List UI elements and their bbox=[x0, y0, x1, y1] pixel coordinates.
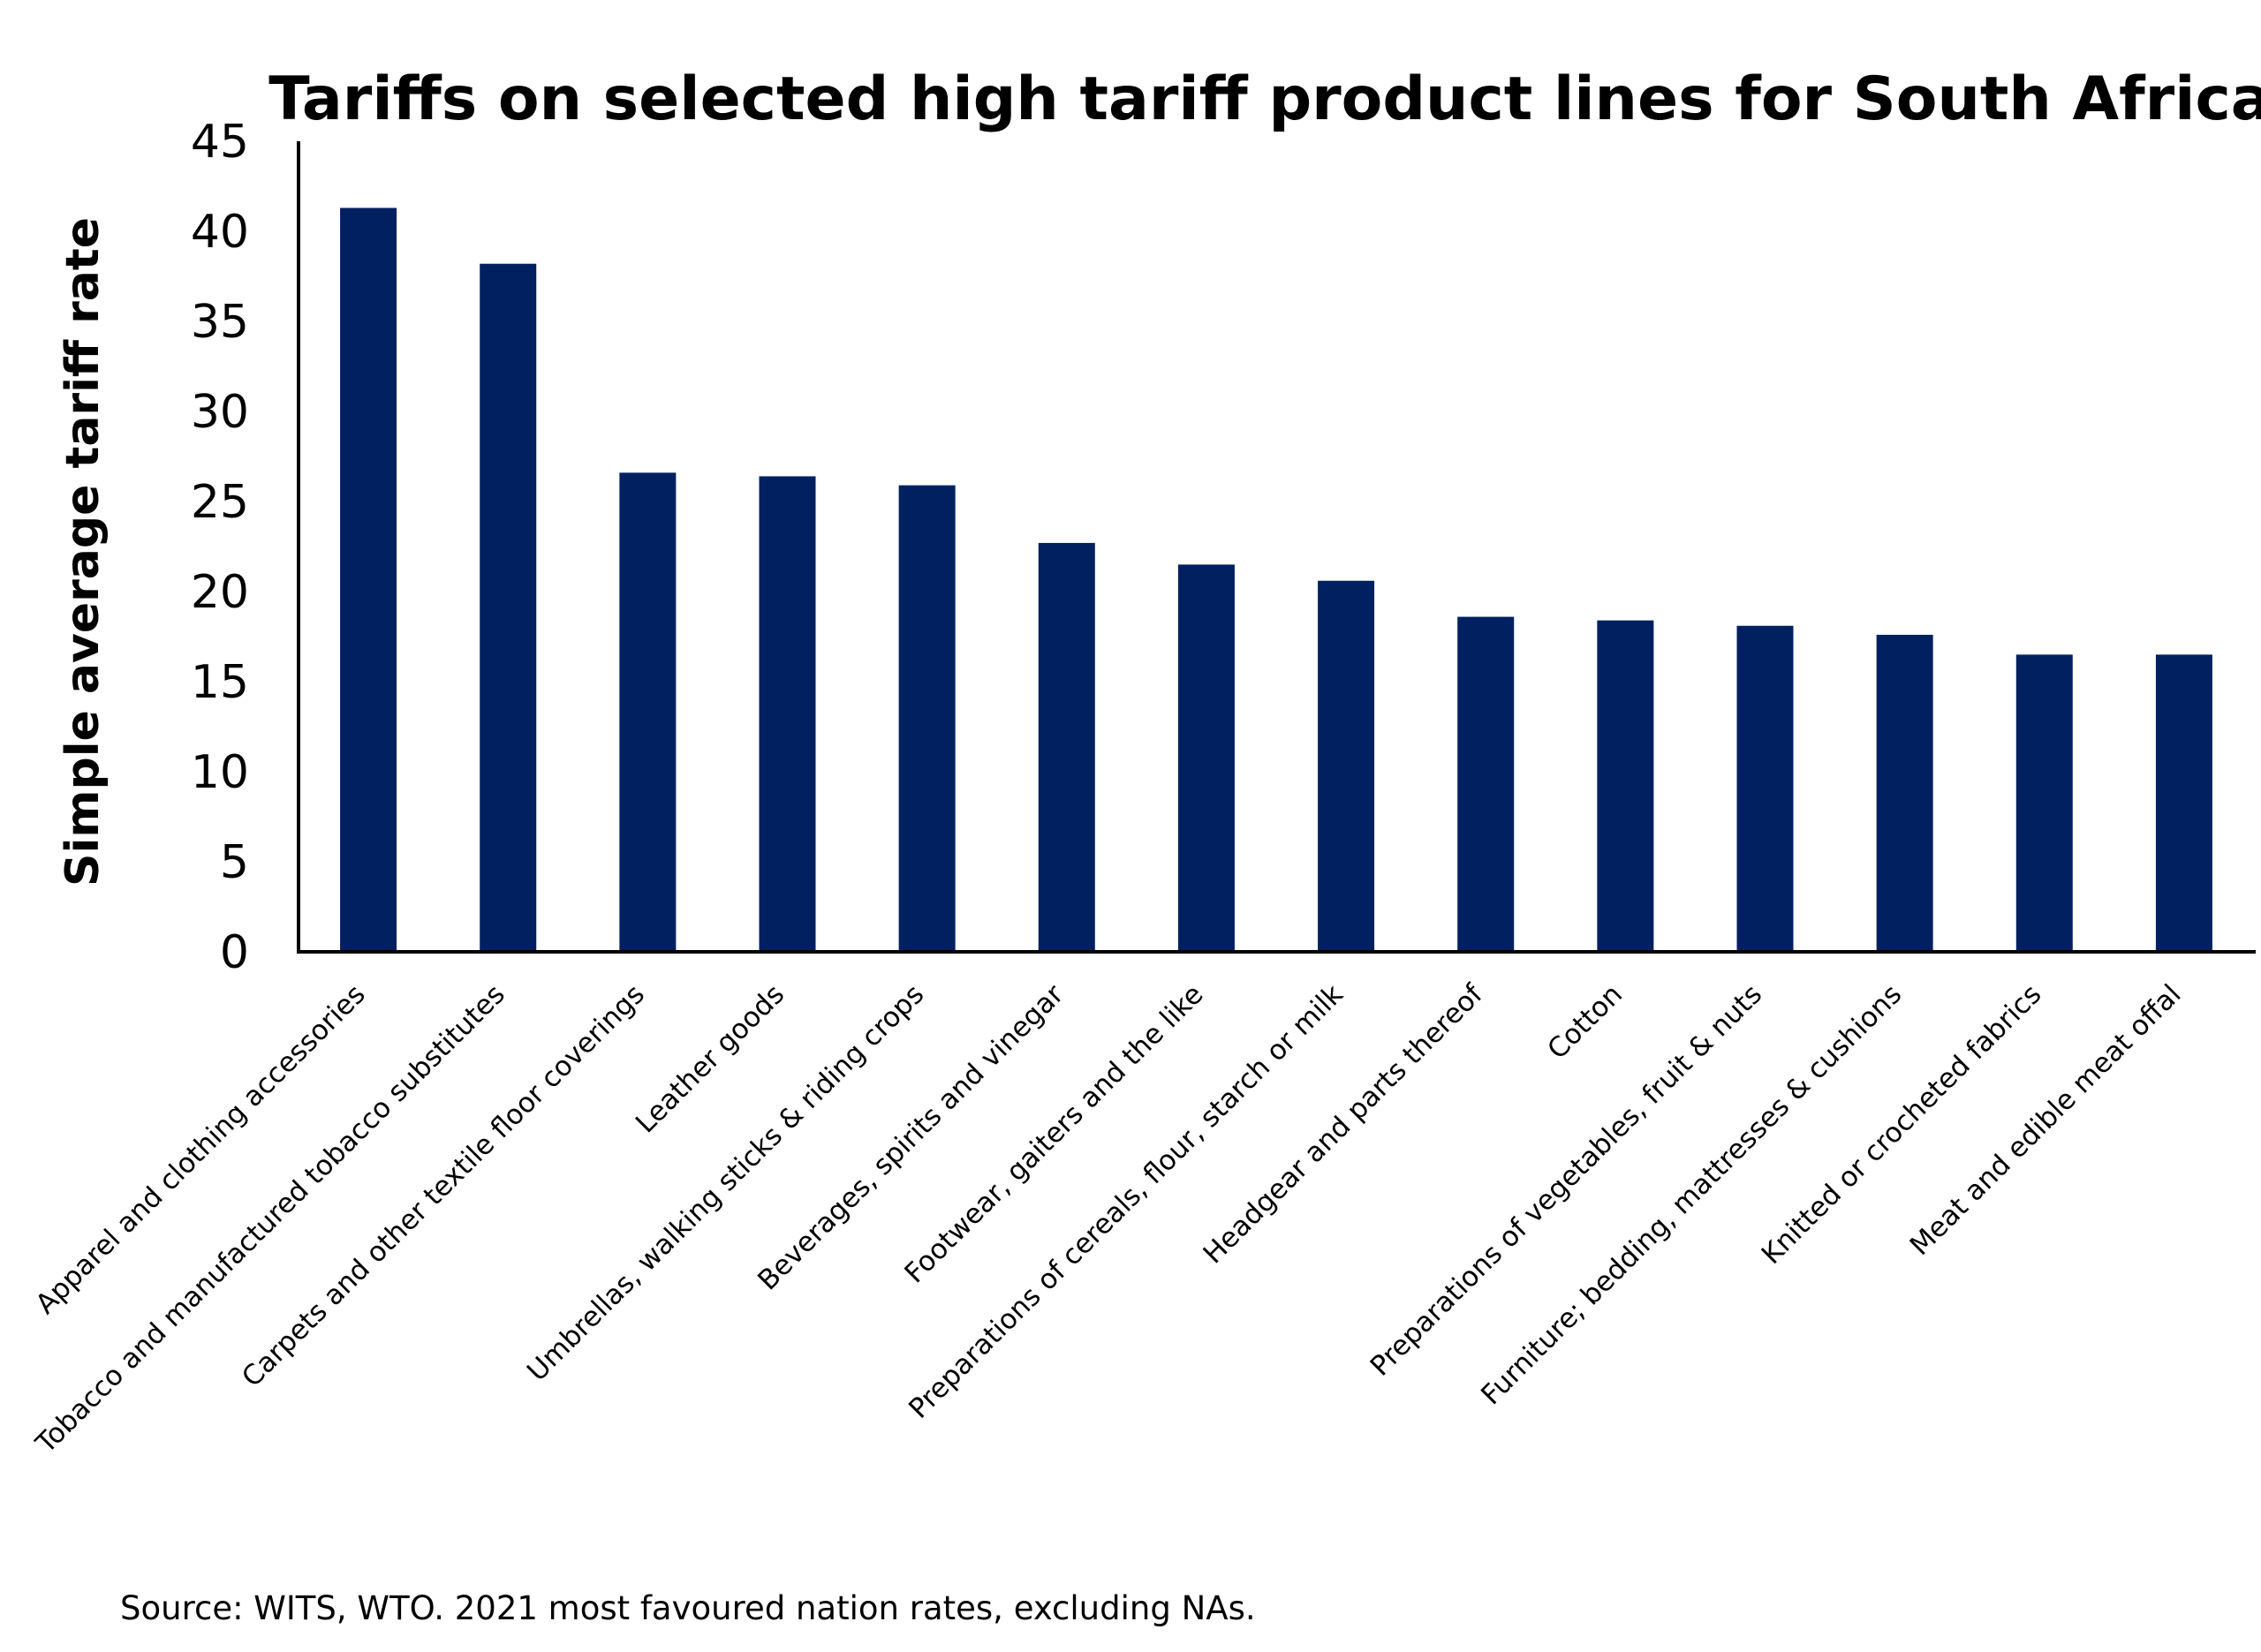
bar bbox=[480, 263, 537, 953]
x-tick-label: Headgear and parts thereof bbox=[1198, 977, 1490, 1270]
bar bbox=[619, 472, 677, 952]
bar bbox=[2155, 654, 2212, 952]
x-tick-label: Knitted or crocheted fabrics bbox=[1756, 978, 2048, 1271]
y-tick-label: 45 bbox=[191, 116, 249, 169]
bar bbox=[1457, 616, 1515, 952]
y-tick-label: 40 bbox=[191, 206, 249, 259]
bar bbox=[898, 485, 956, 952]
y-tick-label: 20 bbox=[191, 566, 249, 619]
bars-group bbox=[340, 207, 2212, 953]
y-tick-label: 25 bbox=[191, 476, 249, 529]
bar bbox=[1177, 564, 1235, 952]
x-tick-label: Beverages, spirits and vinegar bbox=[752, 978, 1070, 1296]
x-tick-label: Meat and edible meat offal bbox=[1904, 978, 2188, 1262]
bar bbox=[1038, 542, 1095, 952]
bar bbox=[2015, 654, 2073, 952]
x-tick-label: Leather goods bbox=[630, 978, 790, 1139]
y-axis-ticks: 0 5 10 15 20 25 30 35 40 45 bbox=[191, 116, 249, 979]
x-tick-label: Footwear, gaiters and the like bbox=[898, 978, 1209, 1289]
y-tick-label: 15 bbox=[191, 656, 249, 709]
y-tick-label: 35 bbox=[191, 296, 249, 349]
y-tick-label: 5 bbox=[220, 836, 249, 889]
bar bbox=[1597, 620, 1654, 952]
y-tick-label: 10 bbox=[191, 746, 249, 799]
source-note: Source: WITS, WTO. 2021 most favoured na… bbox=[120, 1589, 1256, 1627]
bar bbox=[1318, 580, 1375, 952]
x-tick-label: Tobacco and manufactured tobacco substit… bbox=[29, 978, 511, 1460]
bar bbox=[1876, 634, 1933, 952]
bar bbox=[340, 207, 397, 953]
bar bbox=[1736, 625, 1794, 952]
x-tick-label: Cotton bbox=[1541, 978, 1629, 1066]
y-axis-title: Simple average tariff rate bbox=[57, 217, 110, 886]
chart-title: Tariffs on selected high tariff product … bbox=[268, 64, 2261, 134]
x-axis-tick-labels: Apparel and clothing accessoriesTobacco … bbox=[29, 977, 2187, 1460]
y-tick-label: 30 bbox=[191, 386, 249, 439]
bar bbox=[759, 476, 816, 952]
y-tick-label: 0 bbox=[220, 926, 249, 979]
